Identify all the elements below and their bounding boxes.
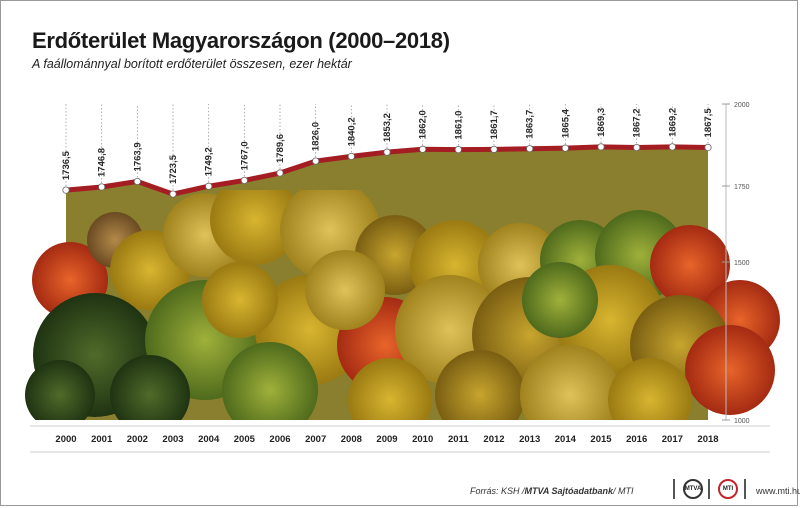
source-text: Forrás: KSH / MTVA Sajtóadatbank / MTI <box>470 481 634 501</box>
footer-separator <box>708 479 710 499</box>
x-tick-label: 2012 <box>483 434 504 445</box>
chart-subtitle: A faállománnyal borított erdőterület öss… <box>32 57 352 71</box>
source-suffix: / MTI <box>613 486 634 496</box>
line-layer <box>62 143 712 198</box>
tree-crown <box>520 345 620 420</box>
data-label: 1767,0 <box>239 141 250 170</box>
data-point <box>133 177 141 186</box>
x-axis-labels: 2000 2001 2002 2003 2004 2005 2006 2007 2008 2009… <box>30 425 770 453</box>
x-tick-label: 2003 <box>162 434 183 445</box>
tree-crown <box>25 360 95 420</box>
axis-layer: 1000 1500 1750 2000 <box>722 102 750 425</box>
forest-illustration <box>25 190 780 420</box>
x-tick-label: 2010 <box>412 434 433 445</box>
data-label: 1861,7 <box>489 110 500 139</box>
data-label: 1763,9 <box>132 142 143 171</box>
data-label: 1869,3 <box>596 108 607 137</box>
footer-separator <box>673 479 675 499</box>
y-tick-label: 1750 <box>734 184 750 191</box>
tree-crown <box>522 262 598 338</box>
y-tick-label: 2000 <box>734 102 750 109</box>
source-prefix: Forrás: KSH / <box>470 486 525 496</box>
data-label: 1749,2 <box>204 147 215 176</box>
data-point <box>62 186 70 194</box>
x-tick-label: 2001 <box>91 434 113 445</box>
y-tick-label: 1000 <box>734 418 750 425</box>
data-label: 1861,0 <box>453 111 464 140</box>
data-point <box>526 145 534 153</box>
tree-crown <box>210 190 300 265</box>
site-link[interactable]: www.mti.hu <box>756 486 800 496</box>
data-point <box>419 145 427 153</box>
data-point <box>597 143 605 151</box>
data-label: 1826,0 <box>311 122 322 151</box>
x-tick-label: 2006 <box>269 434 290 445</box>
data-point <box>490 145 498 153</box>
data-label: 1863,7 <box>525 110 536 139</box>
data-label: 1723,5 <box>168 154 179 184</box>
tree-group <box>25 190 780 420</box>
label-layer: 1736,5 1746,8 1763,9 1723,5 1749,2 1767,0 1789… <box>61 104 714 191</box>
x-tick-label: 2008 <box>341 434 362 445</box>
x-tick-label: 2000 <box>55 434 76 445</box>
data-label: 1789,6 <box>275 134 286 163</box>
y-tick-label: 1500 <box>734 260 750 267</box>
tree-crown <box>305 250 385 330</box>
data-label: 1862,0 <box>418 110 429 139</box>
chart-title: Erdőterület Magyarországon (2000–2018) <box>32 28 450 53</box>
data-point <box>312 157 320 165</box>
data-label: 1853,2 <box>382 113 393 142</box>
x-tick-label: 2016 <box>626 434 647 445</box>
data-point <box>454 145 462 154</box>
data-point <box>383 148 391 156</box>
data-label: 1840,2 <box>346 117 357 146</box>
x-tick-label: 2018 <box>697 434 718 445</box>
x-tick-label: 2002 <box>127 434 148 445</box>
data-point <box>169 190 177 198</box>
data-label: 1867,5 <box>703 108 714 138</box>
tree-crown <box>435 350 525 420</box>
tree-crown <box>110 355 190 420</box>
tree-crown <box>650 225 730 305</box>
data-label: 1746,8 <box>97 148 108 177</box>
source-bold: MTVA Sajtóadatbank <box>524 486 614 496</box>
x-tick-label: 2009 <box>376 434 397 445</box>
data-point <box>98 183 106 191</box>
x-tick-label: 2017 <box>662 434 683 445</box>
data-label: 1867,2 <box>632 108 643 137</box>
mtva-logo: MTVA <box>683 479 703 499</box>
x-tick-label: 2005 <box>234 434 256 445</box>
data-label: 1869,2 <box>667 108 678 137</box>
tree-crown <box>348 358 432 420</box>
x-tick-label: 2013 <box>519 434 540 445</box>
data-point <box>347 152 355 161</box>
data-point <box>276 169 284 177</box>
tree-crown <box>685 325 775 415</box>
data-point <box>668 143 676 151</box>
tree-crown <box>608 358 692 420</box>
mti-logo: MTI <box>718 479 738 499</box>
data-point <box>633 143 641 152</box>
x-tick-label: 2011 <box>448 434 469 445</box>
data-point <box>240 176 248 185</box>
data-point <box>561 144 569 152</box>
data-label: 1736,5 <box>61 150 72 180</box>
data-label: 1865,4 <box>560 108 571 138</box>
data-point <box>704 143 712 152</box>
x-tick-label: 2007 <box>305 434 326 445</box>
data-point <box>205 182 213 190</box>
x-tick-label: 2015 <box>590 434 612 445</box>
x-tick-label: 2014 <box>555 434 577 445</box>
x-tick-label: 2004 <box>198 434 220 445</box>
tree-crown <box>222 342 318 420</box>
tree-crown <box>202 262 278 338</box>
footer-separator <box>744 479 746 499</box>
